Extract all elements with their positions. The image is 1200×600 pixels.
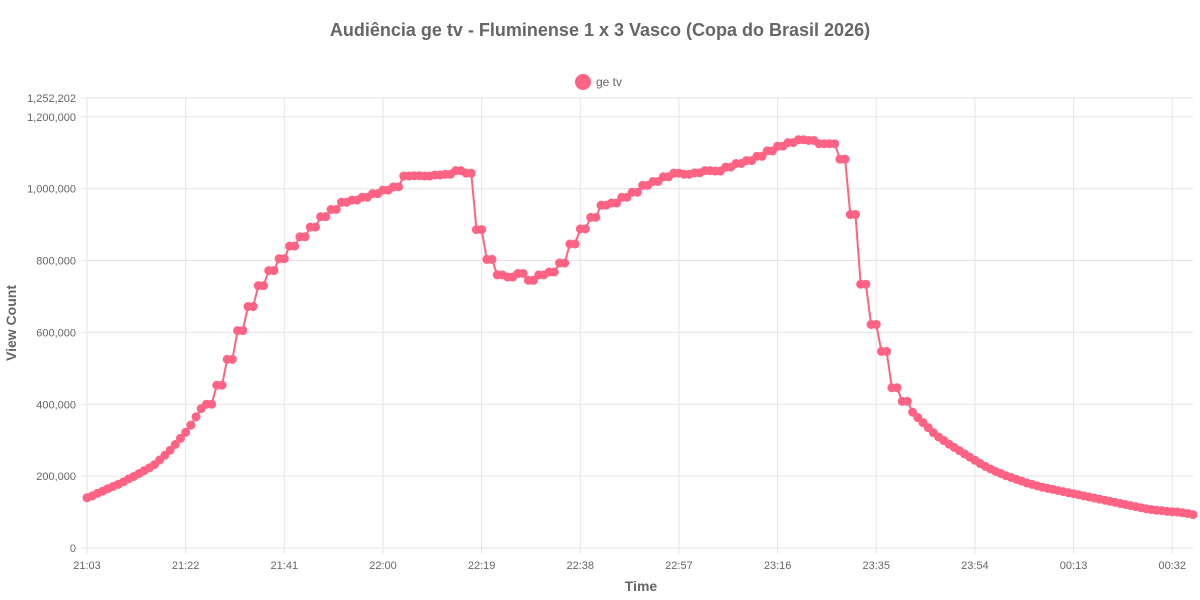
- y-tick-label: 600,000: [36, 327, 76, 339]
- data-point[interactable]: [560, 258, 570, 268]
- data-point[interactable]: [175, 433, 185, 443]
- data-point[interactable]: [612, 198, 622, 208]
- data-point[interactable]: [466, 168, 476, 178]
- x-axis: 21:03 21:22 21:41 22:00 22:19 22:38 22:57 23:16…: [73, 560, 1186, 572]
- data-point[interactable]: [191, 412, 201, 422]
- x-tick-label: 23:35: [862, 560, 890, 572]
- series-line-ge-tv: [86, 138, 1194, 516]
- data-point[interactable]: [207, 399, 217, 409]
- y-tick-label: 0: [70, 543, 76, 555]
- data-point[interactable]: [892, 383, 902, 393]
- y-tick-label: 200,000: [36, 471, 76, 483]
- y-tick-label: 1,252,202: [27, 93, 76, 105]
- data-point[interactable]: [830, 139, 840, 149]
- data-point[interactable]: [217, 380, 227, 390]
- x-tick-label: 22:19: [468, 560, 496, 572]
- data-point[interactable]: [908, 407, 918, 417]
- data-point[interactable]: [269, 266, 279, 276]
- x-tick-label: 21:03: [73, 560, 101, 572]
- data-point[interactable]: [487, 254, 497, 264]
- x-tick-label: 21:41: [271, 560, 299, 572]
- y-axis: 0 200,000 400,000 600,000 800,000 1,000,000 1,…: [27, 93, 76, 555]
- data-point[interactable]: [290, 241, 300, 251]
- x-tick-label: 23:54: [961, 560, 989, 572]
- chart-title: Audiência ge tv - Fluminense 1 x 3 Vasco…: [330, 20, 870, 40]
- data-point[interactable]: [170, 440, 180, 449]
- y-tick-label: 1,000,000: [27, 184, 76, 196]
- x-tick-label: 00:13: [1060, 560, 1088, 572]
- data-point[interactable]: [394, 182, 404, 192]
- data-point[interactable]: [238, 326, 248, 336]
- y-tick-label: 1,200,000: [27, 112, 76, 124]
- data-point[interactable]: [632, 187, 642, 197]
- data-point[interactable]: [902, 396, 912, 406]
- data-point[interactable]: [300, 232, 310, 242]
- data-point[interactable]: [850, 210, 860, 220]
- legend-label: ge tv: [596, 75, 622, 89]
- data-point[interactable]: [882, 346, 892, 356]
- series-ge-tv: [82, 135, 1198, 520]
- data-point[interactable]: [227, 354, 237, 364]
- data-point[interactable]: [591, 212, 601, 222]
- x-tick-label: 22:00: [369, 560, 397, 572]
- data-point[interactable]: [1188, 510, 1198, 520]
- data-point[interactable]: [518, 268, 528, 278]
- y-axis-title: View Count: [3, 285, 19, 361]
- data-point[interactable]: [186, 420, 196, 430]
- data-point[interactable]: [259, 281, 269, 291]
- x-tick-label: 00:32: [1158, 560, 1186, 572]
- data-point[interactable]: [861, 279, 871, 289]
- data-point[interactable]: [165, 445, 175, 455]
- x-tick-label: 22:57: [665, 560, 693, 572]
- data-point[interactable]: [871, 319, 881, 329]
- data-point[interactable]: [757, 151, 767, 161]
- legend-marker-icon: [575, 74, 591, 90]
- x-tick-label: 23:16: [764, 560, 792, 572]
- data-point[interactable]: [549, 267, 559, 277]
- data-point[interactable]: [580, 224, 590, 234]
- data-point[interactable]: [570, 239, 580, 249]
- data-point[interactable]: [321, 212, 331, 222]
- x-tick-label: 21:22: [172, 560, 200, 572]
- data-point[interactable]: [331, 204, 341, 214]
- legend[interactable]: ge tv: [575, 74, 622, 90]
- data-point[interactable]: [279, 254, 289, 264]
- data-point[interactable]: [248, 302, 258, 312]
- data-point[interactable]: [529, 275, 539, 285]
- data-point[interactable]: [181, 427, 191, 437]
- data-point[interactable]: [477, 225, 487, 235]
- data-point[interactable]: [310, 222, 320, 232]
- y-tick-label: 800,000: [36, 256, 76, 268]
- y-tick-label: 400,000: [36, 399, 76, 411]
- x-axis-title: Time: [625, 578, 658, 594]
- data-point[interactable]: [840, 154, 850, 164]
- x-tick-label: 22:38: [567, 560, 595, 572]
